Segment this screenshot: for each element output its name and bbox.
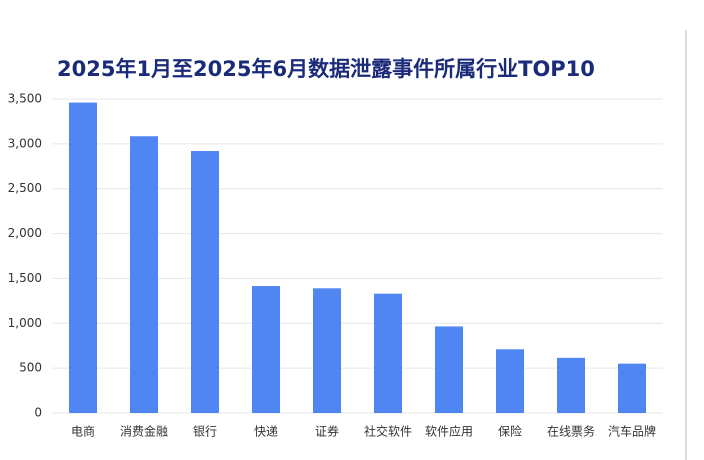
x-tick-label: 证券 bbox=[315, 424, 339, 439]
x-tick-label: 电商 bbox=[71, 424, 95, 439]
y-tick-label: 0 bbox=[34, 406, 42, 420]
x-tick-label: 社交软件 bbox=[364, 424, 412, 439]
chart-title: 2025年1月至2025年6月数据泄露事件所属行业TOP10 bbox=[57, 57, 595, 81]
bar bbox=[374, 293, 402, 413]
y-tick-label: 3,500 bbox=[8, 92, 42, 106]
y-tick-label: 1,500 bbox=[8, 271, 42, 285]
bar bbox=[252, 286, 280, 413]
y-tick-label: 2,000 bbox=[8, 226, 42, 240]
bar bbox=[69, 102, 97, 414]
x-tick-label: 软件应用 bbox=[425, 424, 473, 439]
x-tick-label: 快递 bbox=[254, 425, 278, 439]
y-tick-label: 2,500 bbox=[8, 181, 42, 195]
bar bbox=[130, 136, 158, 413]
x-tick-label: 银行 bbox=[193, 425, 217, 439]
bar bbox=[557, 357, 585, 413]
bar bbox=[191, 151, 219, 413]
x-tick-label: 汽车品牌 bbox=[608, 424, 656, 439]
bar bbox=[496, 349, 524, 413]
bar bbox=[435, 326, 463, 413]
y-tick-label: 1,000 bbox=[8, 316, 42, 330]
bar bbox=[313, 288, 341, 413]
x-tick-label: 消费金融 bbox=[120, 424, 168, 439]
y-tick-label: 500 bbox=[19, 361, 42, 375]
x-tick-label: 保险 bbox=[498, 424, 522, 439]
x-tick-label: 在线票务 bbox=[547, 424, 595, 439]
bar bbox=[618, 363, 646, 413]
y-tick-label: 3,000 bbox=[8, 136, 42, 150]
